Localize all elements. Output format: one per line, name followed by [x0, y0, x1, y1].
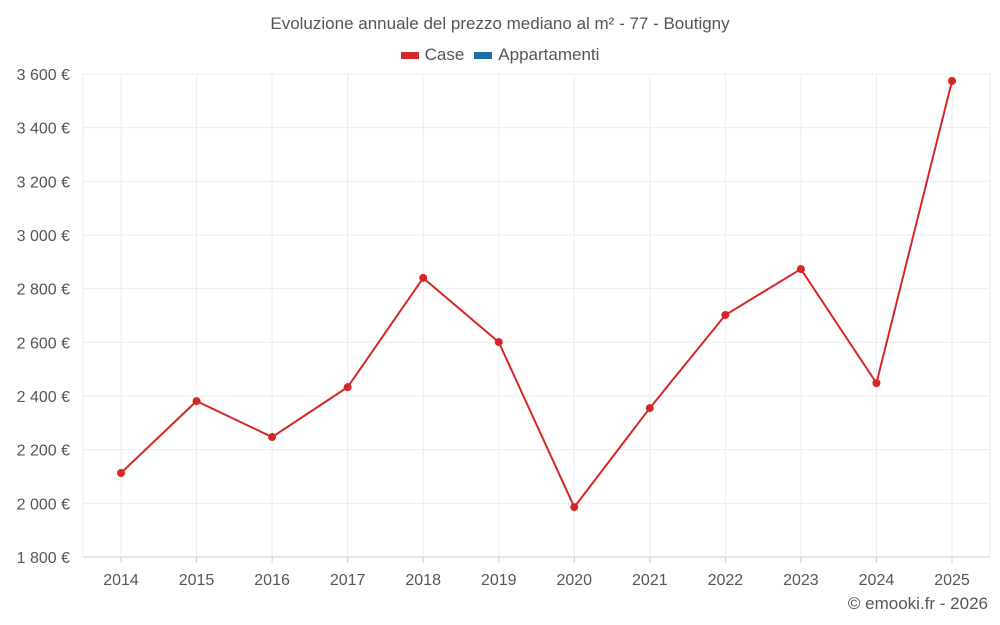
data-point	[192, 397, 201, 406]
y-tick-label: 3 400 €	[17, 121, 70, 138]
legend-swatch-case	[400, 51, 419, 59]
x-tick-label: 2023	[783, 572, 819, 589]
legend-swatch-appartamenti	[474, 51, 493, 59]
legend-label-appartamenti: Appartamenti	[498, 45, 600, 64]
data-point	[268, 433, 277, 442]
data-point	[645, 404, 654, 413]
x-tick-label: 2014	[103, 572, 139, 589]
y-tick-label: 2 400 €	[17, 389, 70, 406]
x-tick-label: 2019	[481, 572, 517, 589]
legend-item-appartamenti[interactable]: Appartamenti	[474, 45, 599, 65]
y-tick-label: 3 000 €	[17, 228, 70, 245]
x-tick-label: 2020	[556, 572, 592, 589]
series-line-case	[120, 80, 953, 510]
data-point	[570, 503, 579, 512]
x-tick-label: 2016	[254, 572, 290, 589]
data-point	[419, 273, 428, 282]
y-tick-label: 2 800 €	[17, 282, 70, 299]
y-tick-label: 2 000 €	[17, 496, 70, 513]
y-tick-label: 3 200 €	[17, 174, 70, 191]
data-point	[117, 469, 125, 478]
x-tick-label: 2024	[859, 572, 895, 589]
legend-item-case[interactable]: Case	[400, 45, 465, 65]
y-tick-label: 2 600 €	[17, 335, 70, 352]
data-point	[796, 265, 805, 274]
data-point	[872, 379, 881, 388]
x-tick-label: 2015	[179, 572, 215, 589]
data-point	[494, 338, 503, 347]
data-point	[948, 76, 956, 85]
x-tick-label: 2022	[708, 572, 744, 589]
y-tick-label: 3 600 €	[17, 67, 70, 84]
legend-label-case: Case	[424, 45, 465, 64]
x-tick-label: 2017	[330, 572, 366, 589]
data-point	[721, 310, 730, 319]
legend: Case Appartamenti	[0, 45, 1000, 65]
credit: © emooki.fr - 2026	[847, 594, 988, 613]
y-tick-label: 2 200 €	[17, 443, 70, 460]
x-tick-label: 2025	[934, 572, 970, 589]
x-tick-label: 2021	[632, 572, 668, 589]
chart-title: Evoluzione annuale del prezzo mediano al…	[270, 14, 730, 33]
y-tick-label: 1 800 €	[17, 550, 70, 567]
data-point	[343, 383, 352, 392]
x-tick-label: 2018	[405, 572, 441, 589]
